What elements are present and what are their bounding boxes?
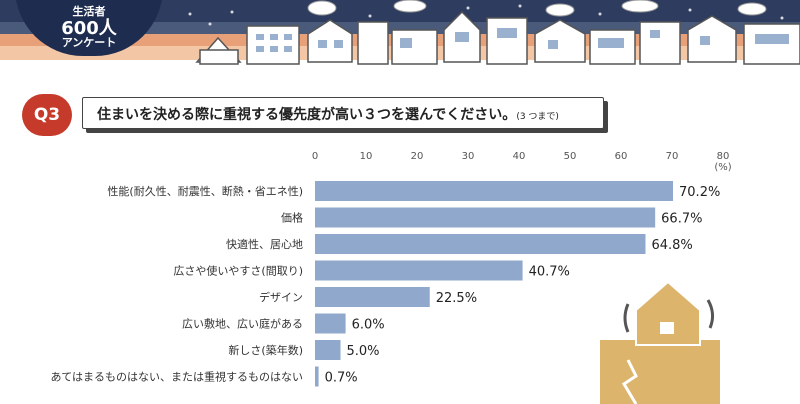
x-tick-label: 30 [462,151,475,162]
category-label: 広い敷地、広い庭がある [182,317,303,331]
question-note: (3 つまで) [516,112,559,122]
bar [315,181,674,201]
x-tick-label: 80 [717,151,730,162]
x-tick-label: 40 [513,151,526,162]
banner-illustration: 生活者 600人 アンケート [0,0,800,70]
x-tick-label: 50 [564,151,577,162]
value-label: 40.7% [529,265,570,280]
value-label: 6.0% [352,318,385,333]
bar [315,340,341,360]
category-label: 快適性、居心地 [226,237,303,251]
value-label: 22.5% [436,291,477,306]
category-label: 新しさ(築年数) [228,343,303,357]
category-label: 性能(耐久性、耐震性、断熱・省エネ性) [107,184,303,198]
category-label: 価格 [281,211,303,225]
badge-line1: 生活者 [72,5,106,18]
bar [315,287,430,307]
bar [315,366,319,387]
x-tick-label: 70 [666,151,679,162]
bar [315,207,656,228]
question-text: 住まいを決める際に重視する優先度が高い３つを選んでください。 [97,107,517,123]
value-label: 64.8% [651,238,692,253]
bar [315,260,523,281]
x-tick-label: 60 [615,151,628,162]
value-label: 66.7% [661,212,702,227]
question-box: 住まいを決める際に重視する優先度が高い３つを選んでください。(3 つまで) [82,97,604,129]
category-label: デザイン [259,290,303,304]
category-label: 広さや使いやすさ(間取り) [173,265,303,278]
bar [315,313,346,334]
town-skyline-illustration [0,0,800,70]
badge-line2: 600人 [61,18,117,39]
value-label: 0.7% [325,371,358,386]
x-tick-label: 10 [360,151,373,162]
x-tick-label: 20 [411,151,424,162]
badge-line3: アンケート [61,36,117,49]
x-unit-label: (%) [714,162,731,173]
survey-badge: 生活者 600人 アンケート [15,0,163,56]
house-earthquake-icon [600,280,720,404]
category-label: あてはまるものはない、または重視するものはない [50,370,303,384]
question-number: Q3 [22,94,72,136]
value-label: 5.0% [347,344,380,359]
value-label: 70.2% [679,185,720,200]
x-tick-label: 0 [312,151,318,162]
bar [315,234,646,254]
question-text-line: 住まいを決める際に重視する優先度が高い３つを選んでください。(3 つまで) [97,104,559,124]
